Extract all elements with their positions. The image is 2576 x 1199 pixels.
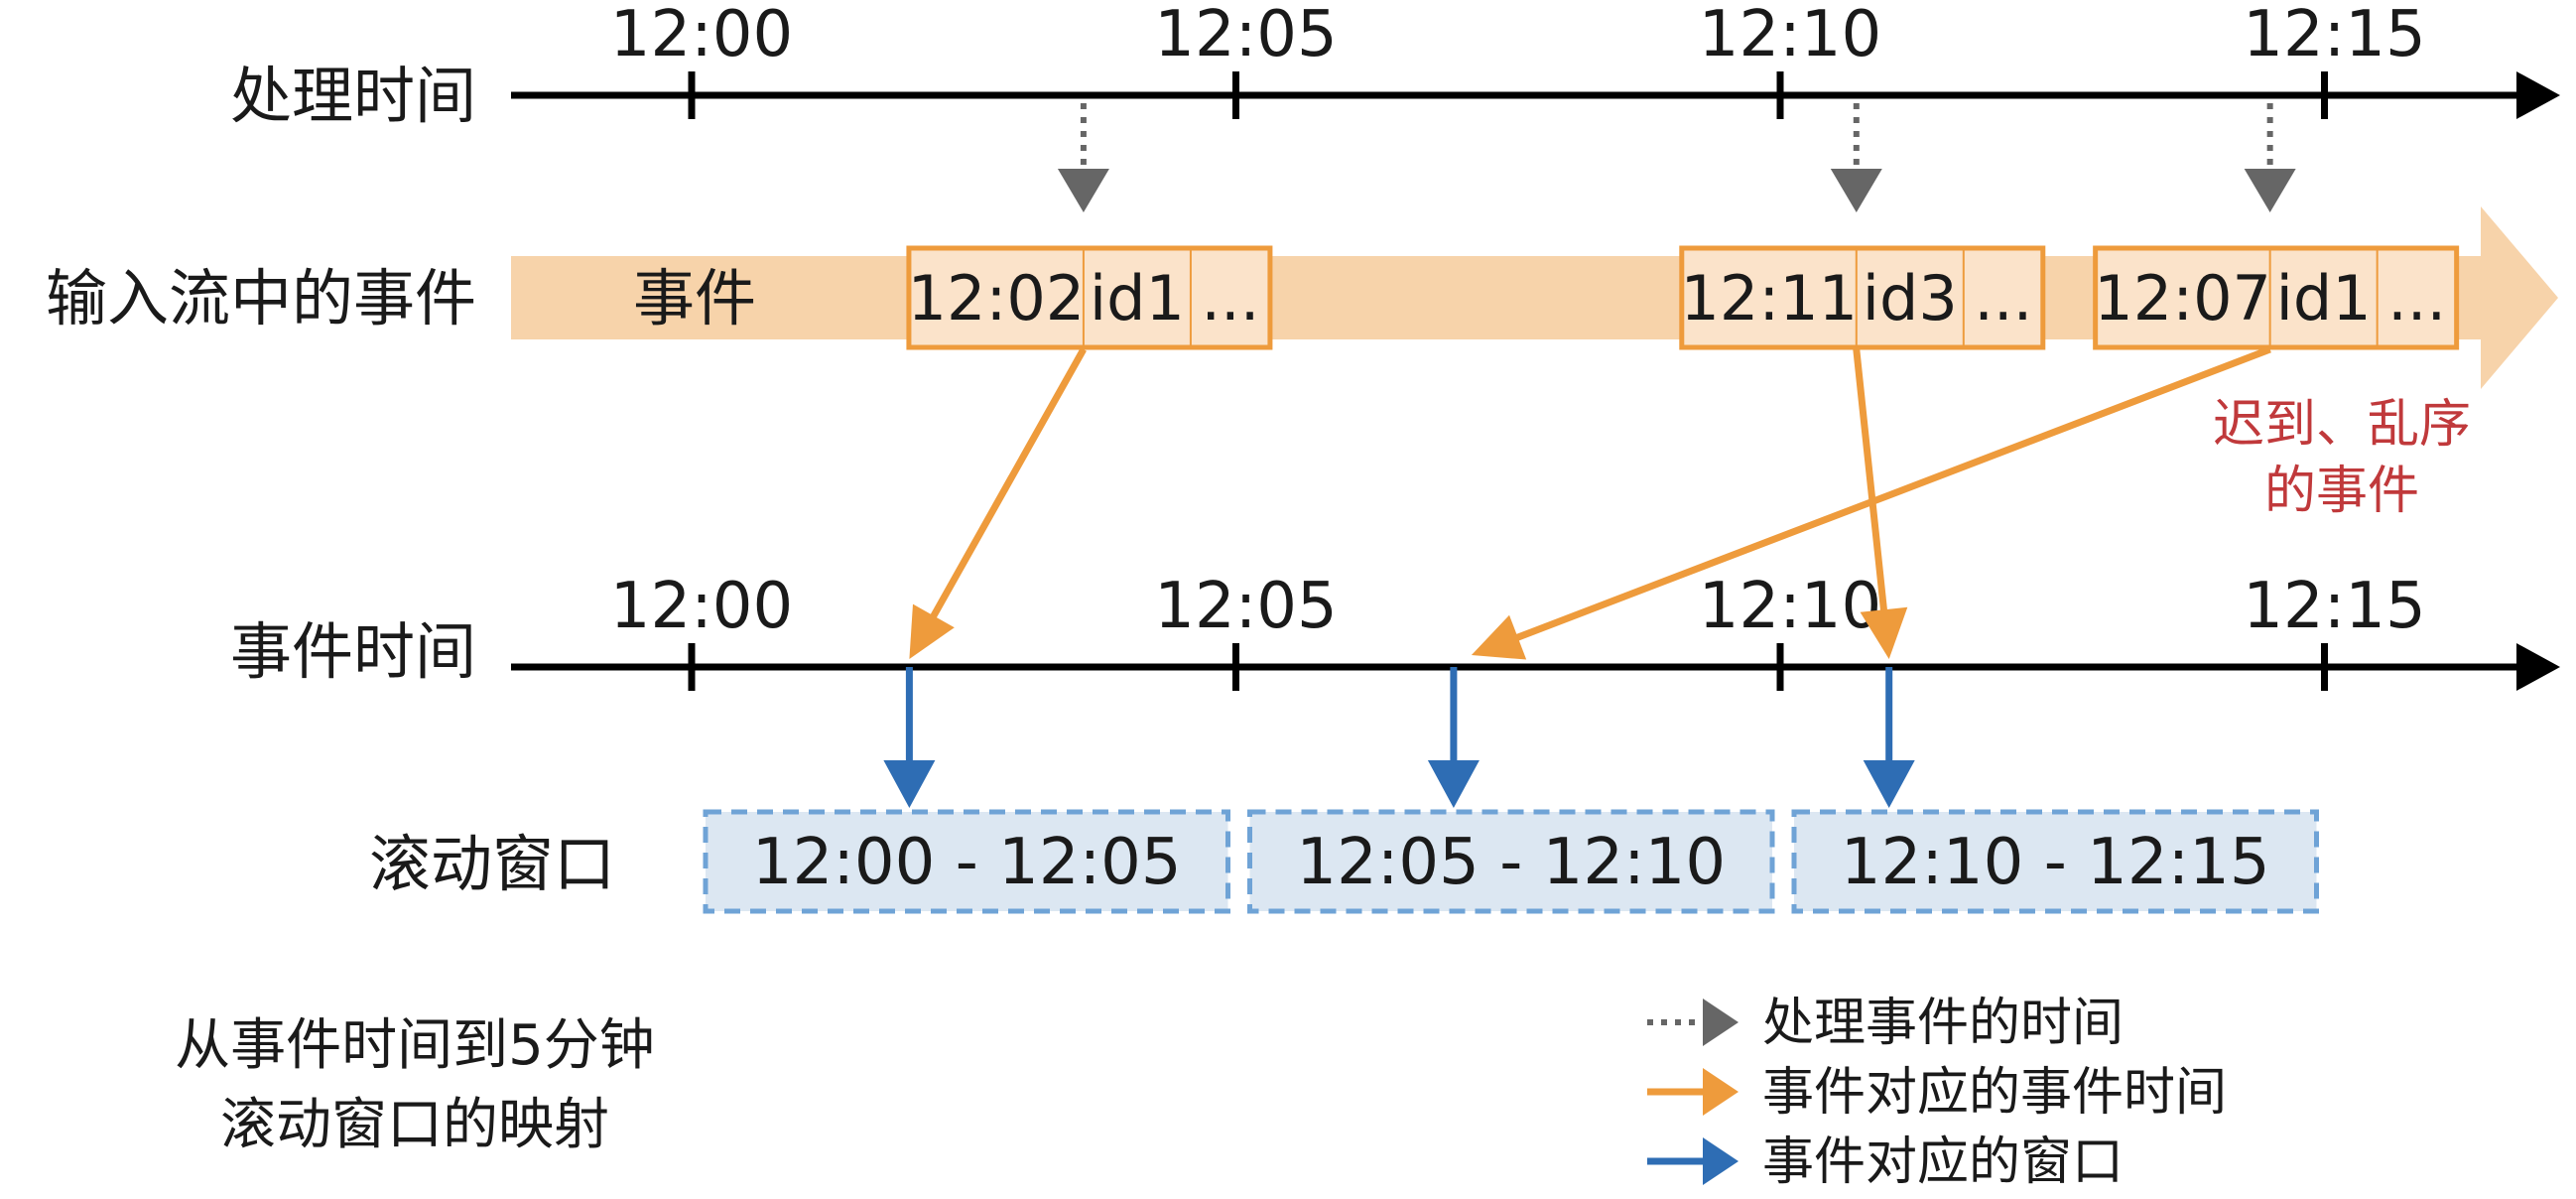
event-time-arrows: [909, 345, 2271, 660]
late-event-note-line1: 迟到、乱序: [2213, 395, 2471, 455]
late-event-note-line2: 的事件: [2264, 462, 2419, 521]
caption-line1: 从事件时间到5分钟: [175, 1013, 655, 1078]
event-timestamp: 12:11: [1680, 262, 1858, 334]
legend-label: 事件对应的窗口: [1762, 1132, 2124, 1192]
legend-swatch-arrowhead: [1703, 1137, 1739, 1185]
stream-tag: 事件: [633, 262, 756, 334]
event-more: ...: [1201, 262, 1259, 334]
event-record: 12:07 id1...: [2093, 245, 2460, 350]
processing-arrowhead: [2244, 169, 2296, 212]
event-record: 12:02 id1...: [906, 245, 1273, 350]
event-id: id1: [2276, 262, 2372, 334]
window-box: [703, 809, 1230, 914]
event-time-label: 事件时间: [230, 615, 476, 688]
processing-time-label: 处理时间: [230, 60, 476, 132]
stream-arrowhead: [2481, 206, 2558, 389]
event-time-axis: 12:00 12:05 12:10 12:15: [511, 570, 2560, 691]
event-more: ...: [1974, 262, 2032, 334]
legend-label: 处理事件的时间: [1762, 994, 2124, 1053]
event-more: ...: [2387, 262, 2446, 334]
event-time-arrow-line: [928, 347, 1087, 621]
window: 12:00 - 12:05: [703, 809, 1230, 914]
event-timestamp: 12:07: [2094, 262, 2271, 334]
event-time-arrowhead: [909, 603, 955, 659]
processing-arrowhead: [1830, 169, 1882, 212]
event-time-arrowhead: [1860, 606, 1908, 659]
window-arrowhead: [1427, 760, 1480, 808]
legend-label: 事件对应的事件时间: [1762, 1063, 2227, 1123]
event-time-arrow-line: [1853, 348, 1888, 614]
processing-axis-arrowhead: [2516, 71, 2560, 119]
event-stream-label: 输入流中的事件: [46, 262, 476, 334]
caption-line2: 滚动窗口的映射: [220, 1093, 609, 1157]
window-label: 12:05 - 12:10: [1296, 826, 1726, 899]
window-box: [1791, 809, 2319, 914]
window-arrows: [883, 667, 1915, 808]
event-timestamp: 12:02: [908, 262, 1086, 334]
tumbling-windows: 12:00 - 12:05 12:05 - 12:10 12:10 - 12:15: [703, 809, 2319, 914]
event-record-box: [1679, 245, 2046, 350]
legend-swatch-arrowhead: [1703, 999, 1739, 1046]
event-stream: 事件 12:02 id1... 12:11 id3... 12:07 id1...: [511, 206, 2558, 389]
legend-swatch-arrowhead: [1703, 1068, 1739, 1116]
event-axis-tick-label: 12:10: [1699, 570, 1881, 643]
processing-arrows: [1057, 103, 2296, 212]
event-time-arrowhead: [1471, 614, 1527, 660]
processing-arrowhead: [1057, 169, 1109, 212]
processing-axis-tick-label: 12:00: [610, 0, 793, 71]
event-axis-tick-label: 12:15: [2243, 570, 2425, 643]
window-arrowhead: [883, 760, 936, 808]
window-arrowhead: [1863, 760, 1915, 808]
processing-time-axis: 12:00 12:05 12:10 12:15: [511, 0, 2560, 119]
event-time-arrow-line: [1512, 345, 2271, 642]
processing-axis-tick-label: 12:15: [2243, 0, 2425, 71]
processing-axis-tick-label: 12:10: [1699, 0, 1881, 71]
window-box: [1247, 809, 1775, 914]
window: 12:10 - 12:15: [1791, 809, 2319, 914]
event-record-box: [2093, 245, 2460, 350]
event-axis-arrowhead: [2516, 643, 2560, 691]
event-axis-tick-label: 12:00: [610, 570, 793, 643]
window: 12:05 - 12:10: [1247, 809, 1775, 914]
tumbling-windows-label: 滚动窗口: [369, 828, 615, 900]
event-id: id3: [1863, 262, 1958, 334]
event-axis-tick-label: 12:05: [1154, 570, 1337, 643]
window-label: 12:10 - 12:15: [1841, 826, 2270, 899]
event-record: 12:11 id3...: [1679, 245, 2046, 350]
processing-axis-tick-label: 12:05: [1154, 0, 1337, 71]
event-record-box: [906, 245, 1273, 350]
event-id: id1: [1090, 262, 1185, 334]
window-label: 12:00 - 12:05: [752, 826, 1182, 899]
